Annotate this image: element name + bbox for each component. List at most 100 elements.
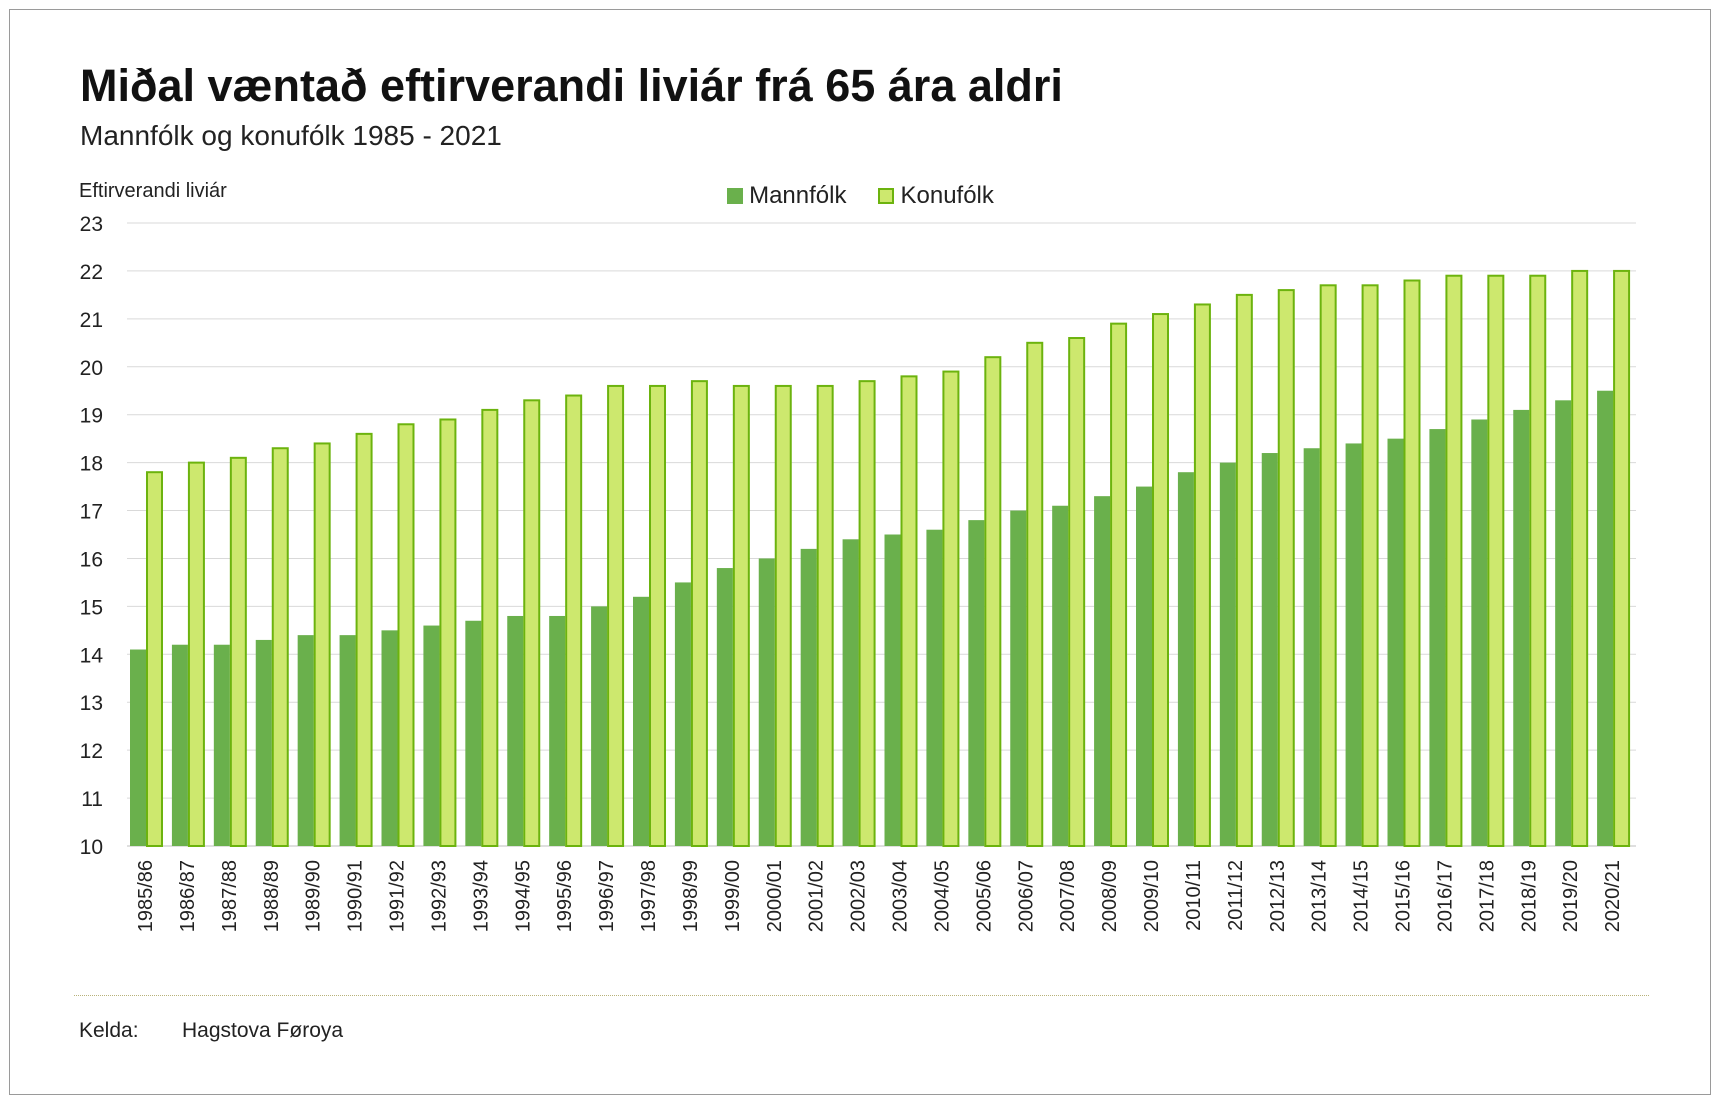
- chart-title: Miðal væntað eftirverandi liviár frá 65 …: [80, 60, 1063, 111]
- x-tick-label: 1987/88: [219, 860, 241, 932]
- x-tick-label: 2013/14: [1309, 860, 1331, 932]
- x-tick-label: 1998/99: [680, 860, 702, 932]
- footer-divider: [74, 995, 1649, 996]
- y-tick-label: 10: [80, 836, 103, 859]
- y-tick-label: 13: [80, 692, 103, 715]
- bar-women: [816, 384, 834, 847]
- x-tick-label: 2007/08: [1057, 860, 1079, 932]
- bar-men: [758, 558, 775, 846]
- bar-men: [968, 520, 985, 846]
- x-tick-label: 2011/12: [1225, 860, 1247, 931]
- bar-women: [1403, 279, 1421, 847]
- x-tick-label: 2014/15: [1351, 860, 1373, 932]
- x-tick-label: 1991/92: [387, 860, 409, 932]
- x-tick-label: 1985/86: [135, 860, 157, 932]
- bar-men: [674, 582, 691, 846]
- bar-men: [381, 630, 398, 846]
- bar-men: [171, 644, 188, 846]
- bar-men: [130, 649, 146, 846]
- bar-women: [187, 461, 205, 847]
- bar-women: [1529, 274, 1547, 847]
- bar-men: [1471, 419, 1488, 846]
- bar-men: [1303, 448, 1320, 846]
- legend-label-men: Mannfólk: [749, 182, 847, 209]
- y-tick-label: 17: [80, 501, 103, 524]
- bar-women: [229, 456, 247, 847]
- bar-men: [255, 639, 272, 846]
- bar-men: [465, 620, 482, 846]
- bar-women: [1487, 274, 1505, 847]
- bar-men: [1136, 486, 1152, 846]
- bar-women: [900, 375, 918, 847]
- x-tick-label: 1988/89: [261, 860, 283, 932]
- bar-women: [1026, 341, 1044, 847]
- x-tick-label: 1999/00: [722, 860, 744, 932]
- x-tick-label: 1992/93: [428, 860, 450, 932]
- x-tick-label: 1997/98: [638, 860, 660, 932]
- x-tick-label: 2002/03: [848, 860, 870, 932]
- bar-men: [1597, 390, 1614, 846]
- bar-women: [774, 384, 792, 847]
- x-tick-label: 1994/95: [512, 860, 534, 932]
- bar-men: [1177, 472, 1194, 846]
- y-tick-label: 21: [80, 309, 103, 332]
- y-tick-label: 22: [80, 261, 103, 284]
- bar-women: [984, 356, 1002, 847]
- bar-women: [397, 423, 415, 847]
- x-tick-label: 2020/21: [1602, 860, 1624, 932]
- y-tick-label: 20: [80, 357, 103, 380]
- bar-men: [1010, 510, 1027, 846]
- bar-women: [1068, 337, 1086, 847]
- chart-subtitle: Mannfólk og konufólk 1985 - 2021: [80, 120, 502, 151]
- x-tick-label: 2005/06: [973, 860, 995, 932]
- bar-women: [942, 370, 960, 847]
- x-tick-label: 1995/96: [554, 860, 576, 932]
- bar-men: [1345, 443, 1362, 846]
- y-tick-label: 14: [80, 644, 104, 667]
- bar-men: [633, 596, 649, 846]
- bar-men: [1555, 400, 1572, 846]
- x-tick-label: 2009/10: [1141, 860, 1163, 932]
- x-tick-label: 2001/02: [806, 860, 828, 932]
- x-tick-label: 1990/91: [345, 860, 367, 932]
- bar-women: [1193, 303, 1211, 847]
- x-tick-label: 2003/04: [890, 860, 912, 932]
- legend: Mannfólk Konufólk: [0, 182, 1721, 210]
- bar-women: [1571, 269, 1589, 847]
- bar-women: [1445, 274, 1463, 847]
- bar-women: [439, 418, 457, 847]
- source-value: Hagstova Føroya: [182, 1019, 344, 1042]
- bar-men: [1387, 438, 1404, 846]
- x-tick-label: 2015/16: [1393, 860, 1415, 932]
- bar-men: [423, 625, 440, 846]
- bar-women: [1319, 284, 1337, 847]
- x-tick-label: 1993/94: [470, 860, 492, 932]
- legend-swatch-men: [727, 188, 744, 204]
- bar-women: [355, 432, 373, 847]
- bar-women: [732, 384, 750, 847]
- legend-item-men: Mannfólk: [727, 182, 846, 210]
- bar-women: [649, 384, 666, 847]
- y-tick-label: 12: [80, 740, 103, 763]
- bar-women: [607, 384, 625, 847]
- bar-men: [507, 615, 524, 846]
- x-tick-label: 2010/11: [1183, 860, 1205, 931]
- bar-chart: 10 11 12 13 14 15 16 17 18 19 20 21 22 23 1985/86 1986/…: [80, 213, 1636, 932]
- bar-men: [842, 539, 859, 846]
- legend-label-women: Konufólk: [900, 182, 994, 209]
- x-tick-label: 2000/01: [764, 860, 786, 932]
- legend-swatch-women: [878, 188, 895, 204]
- bar-men: [800, 548, 817, 846]
- bar-men: [213, 644, 230, 846]
- x-tick-label: 2012/13: [1267, 860, 1289, 932]
- source-label: Kelda:: [79, 1019, 139, 1042]
- bar-women: [565, 394, 583, 847]
- bar-women: [1110, 322, 1128, 847]
- x-tick-label: 2018/19: [1518, 860, 1540, 932]
- bar-women: [1277, 289, 1295, 848]
- bar-men: [297, 635, 314, 846]
- bar-men: [1429, 429, 1446, 846]
- bar-men: [591, 606, 608, 846]
- bar-women: [1152, 313, 1169, 847]
- legend-item-women: Konufólk: [878, 182, 994, 210]
